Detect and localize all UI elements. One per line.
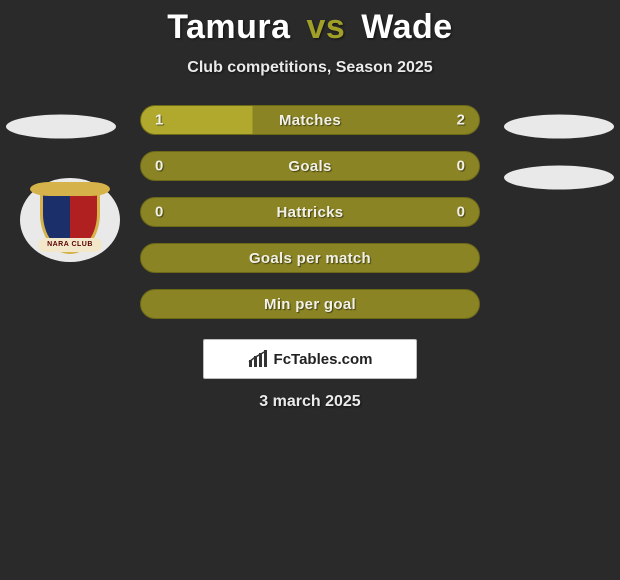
stat-label: Goals (288, 158, 331, 175)
team-badge-placeholder-left (6, 115, 116, 139)
bars-icon (248, 350, 268, 368)
team-badge-placeholder-right (504, 165, 614, 189)
club-crest-left: NARA CLUB (20, 178, 120, 262)
title-player1: Tamura (167, 8, 290, 46)
stat-row-matches: 1 Matches 2 (140, 105, 480, 135)
stat-label: Matches (279, 112, 341, 129)
stat-value-right: 0 (457, 204, 465, 221)
stat-row-area: 1 Matches 2 (0, 105, 620, 151)
crest-ribbon (30, 182, 110, 196)
stat-row-min-per-goal: Min per goal (140, 289, 480, 319)
crest-name: NARA CLUB (38, 238, 102, 252)
subtitle: Club competitions, Season 2025 (0, 59, 620, 77)
stat-label: Min per goal (264, 296, 356, 313)
stat-value-right: 0 (457, 158, 465, 175)
title-player2: Wade (361, 8, 452, 46)
stat-label: Goals per match (249, 250, 371, 267)
site-badge-text: FcTables.com (274, 351, 373, 368)
stat-row-hattricks: 0 Hattricks 0 (140, 197, 480, 227)
stat-row-goals: 0 Goals 0 (140, 151, 480, 181)
stat-value-left: 0 (155, 158, 163, 175)
stat-value-left: 1 (155, 112, 163, 129)
stat-value-right: 2 (457, 112, 465, 129)
site-badge[interactable]: FcTables.com (203, 339, 417, 379)
stat-value-left: 0 (155, 204, 163, 221)
title-vs: vs (307, 8, 346, 46)
date-label: 3 march 2025 (0, 393, 620, 411)
stat-row-area: Min per goal (0, 289, 620, 335)
stat-row-goals-per-match: Goals per match (140, 243, 480, 273)
stat-label: Hattricks (277, 204, 344, 221)
page-title: Tamura vs Wade (0, 8, 620, 47)
team-badge-placeholder-right (504, 115, 614, 139)
